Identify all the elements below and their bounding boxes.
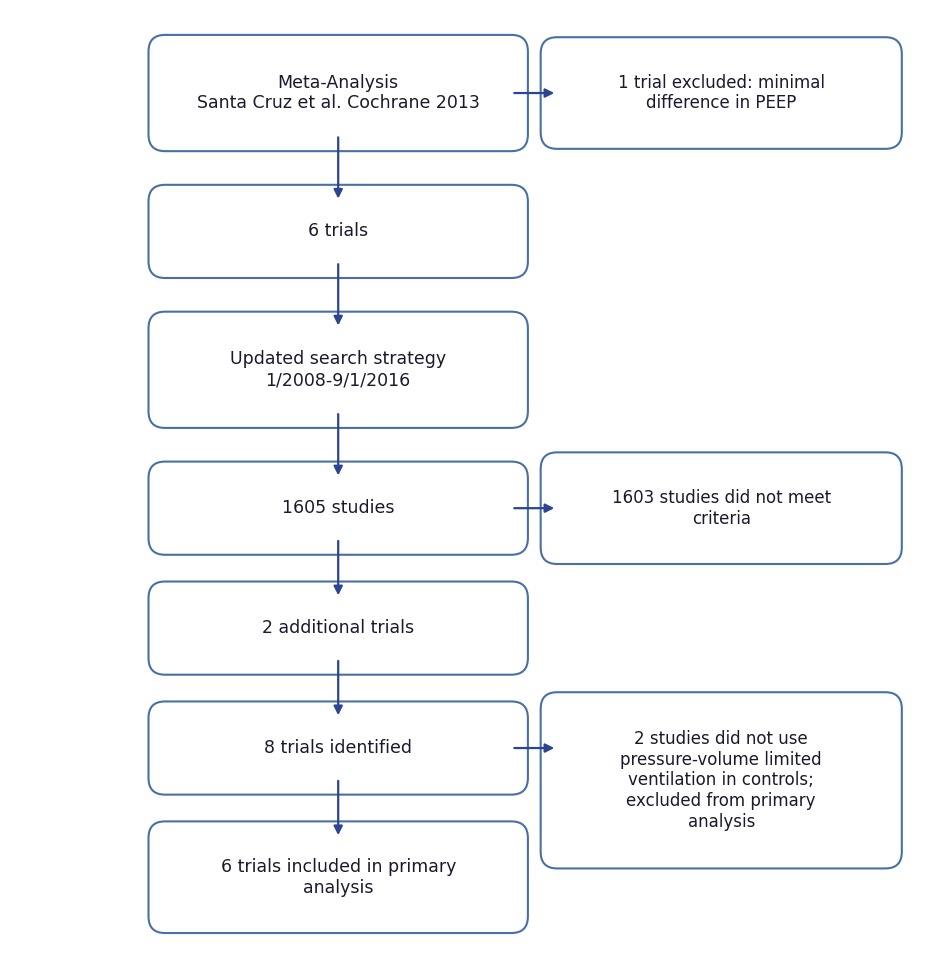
- FancyBboxPatch shape: [541, 692, 902, 869]
- FancyBboxPatch shape: [148, 822, 528, 933]
- Text: 1605 studies: 1605 studies: [282, 499, 394, 517]
- FancyBboxPatch shape: [541, 453, 902, 564]
- FancyBboxPatch shape: [148, 702, 528, 795]
- FancyBboxPatch shape: [148, 581, 528, 675]
- Text: 2 additional trials: 2 additional trials: [262, 619, 414, 637]
- FancyBboxPatch shape: [148, 35, 528, 151]
- FancyBboxPatch shape: [541, 37, 902, 149]
- Text: 1 trial excluded: minimal
difference in PEEP: 1 trial excluded: minimal difference in …: [618, 74, 825, 112]
- Text: 8 trials identified: 8 trials identified: [264, 739, 412, 757]
- Text: 6 trials: 6 trials: [308, 222, 369, 240]
- Text: 2 studies did not use
pressure-volume limited
ventilation in controls;
excluded : 2 studies did not use pressure-volume li…: [620, 729, 822, 831]
- Text: 6 trials included in primary
analysis: 6 trials included in primary analysis: [220, 858, 456, 897]
- Text: Updated search strategy
1/2008-9/1/2016: Updated search strategy 1/2008-9/1/2016: [230, 351, 446, 389]
- FancyBboxPatch shape: [148, 461, 528, 554]
- FancyBboxPatch shape: [148, 185, 528, 278]
- FancyBboxPatch shape: [148, 311, 528, 428]
- Text: 1603 studies did not meet
criteria: 1603 studies did not meet criteria: [612, 489, 831, 528]
- Text: Meta-Analysis
Santa Cruz et al. Cochrane 2013: Meta-Analysis Santa Cruz et al. Cochrane…: [197, 74, 480, 112]
